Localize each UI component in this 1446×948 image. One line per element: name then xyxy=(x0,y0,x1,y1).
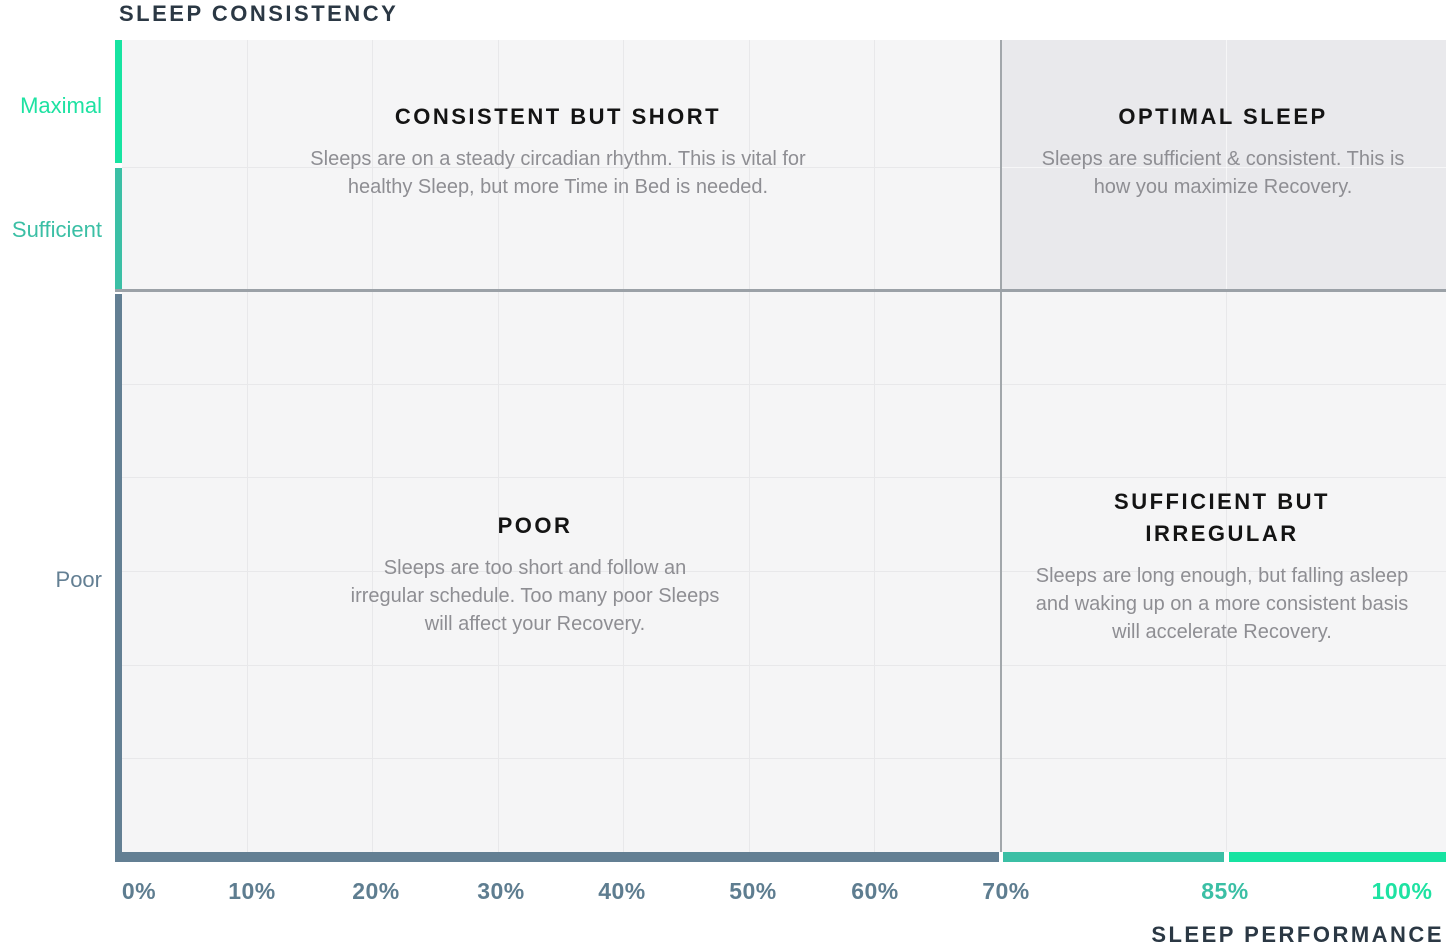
x-tick-30: 30% xyxy=(477,878,525,904)
y-axis-title: SLEEP CONSISTENCY xyxy=(119,1,399,26)
gridline-horizontal xyxy=(122,167,1001,168)
y-tick-poor: Poor xyxy=(55,567,102,592)
x-tick-20: 20% xyxy=(352,878,400,904)
x-tick-100: 100% xyxy=(1371,878,1433,904)
optimal-sleep-highlight-region xyxy=(1001,40,1446,290)
x-tick-10: 10% xyxy=(228,878,276,904)
gridline-horizontal xyxy=(122,384,1446,385)
divider-sufficient-poor xyxy=(115,289,1446,292)
gridline-vertical xyxy=(749,40,750,852)
y-axis-bar-sufficient-segment xyxy=(115,168,122,289)
quadrant-sufficient-but-irregular: SUFFICIENT BUT IRREGULAR Sleeps are long… xyxy=(1032,486,1412,646)
quadrant-optimal-sleep: OPTIMAL SLEEP Sleeps are sufficient & co… xyxy=(1023,101,1423,201)
quadrant-description: Sleeps are too short and follow an irreg… xyxy=(350,557,720,635)
quadrant-consistent-but-short: CONSISTENT BUT SHORT Sleeps are on a ste… xyxy=(298,101,818,201)
quadrant-title: POOR xyxy=(497,513,573,538)
gridline-horizontal xyxy=(122,665,1446,666)
quadrant-description: Sleeps are long enough, but falling asle… xyxy=(1035,565,1409,643)
x-axis-title: SLEEP PERFORMANCE xyxy=(1151,922,1444,947)
y-axis-bar-maximal-segment xyxy=(115,40,122,163)
quadrant-title: OPTIMAL SLEEP xyxy=(1118,104,1328,129)
x-tick-40: 40% xyxy=(598,878,646,904)
x-tick-70: 70% xyxy=(982,878,1030,904)
y-axis-bar-poor-segment xyxy=(115,294,122,862)
gridline-vertical xyxy=(874,40,875,852)
quadrant-description: Sleeps are on a steady circadian rhythm.… xyxy=(310,148,806,198)
quadrant-poor: POOR Sleeps are too short and follow an … xyxy=(350,510,720,638)
gridline-horizontal xyxy=(122,477,1446,478)
x-axis-bar-70-85-segment xyxy=(1003,852,1224,862)
gridline-vertical xyxy=(498,40,499,852)
quadrant-title: CONSISTENT BUT SHORT xyxy=(394,104,722,129)
quadrant-description: Sleeps are sufficient & consistent. This… xyxy=(1041,148,1405,198)
gridline-horizontal xyxy=(1001,167,1446,168)
divider-70-percent xyxy=(1000,40,1002,852)
quadrant-title: SUFFICIENT BUT IRREGULAR xyxy=(1114,489,1330,546)
x-tick-0: 0% xyxy=(121,878,157,904)
y-tick-sufficient: Sufficient xyxy=(11,217,102,242)
gridline-vertical xyxy=(372,40,373,852)
gridline-vertical xyxy=(623,40,624,852)
gridline-vertical xyxy=(247,40,248,852)
gridline-horizontal xyxy=(122,758,1446,759)
y-tick-maximal: Maximal xyxy=(20,93,102,118)
x-tick-50: 50% xyxy=(729,878,777,904)
x-tick-60: 60% xyxy=(851,878,899,904)
x-axis-bar-85-100-segment xyxy=(1229,852,1446,862)
x-tick-85: 85% xyxy=(1201,878,1249,904)
gridline-horizontal xyxy=(122,571,1446,572)
gridline-vertical xyxy=(1226,40,1227,290)
x-axis-bar-0-70-segment xyxy=(115,852,999,862)
